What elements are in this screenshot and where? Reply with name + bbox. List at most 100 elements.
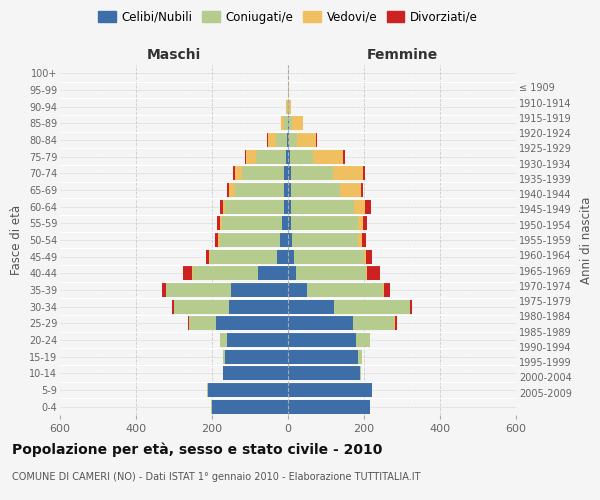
Bar — [245, 150, 246, 164]
Bar — [288, 366, 360, 380]
Bar — [288, 383, 371, 397]
Bar — [288, 183, 291, 197]
Bar — [227, 183, 229, 197]
Bar — [216, 316, 288, 330]
Bar — [281, 116, 284, 130]
Bar — [208, 383, 288, 397]
Bar — [210, 250, 277, 264]
Bar — [313, 150, 343, 164]
Bar — [242, 166, 284, 180]
Bar — [193, 266, 257, 280]
Bar — [289, 133, 297, 147]
Bar — [356, 333, 370, 347]
Bar — [220, 200, 223, 214]
Bar — [288, 233, 292, 247]
Bar — [221, 216, 283, 230]
Bar — [257, 266, 288, 280]
Bar — [288, 166, 291, 180]
Bar — [290, 150, 313, 164]
Bar — [364, 250, 366, 264]
Bar — [354, 200, 365, 214]
Bar — [188, 316, 189, 330]
Bar — [366, 250, 371, 264]
Bar — [360, 366, 361, 380]
Bar — [174, 300, 229, 314]
Bar — [183, 266, 192, 280]
Bar — [246, 150, 256, 164]
Bar — [284, 116, 287, 130]
Bar — [334, 300, 410, 314]
Bar — [162, 283, 166, 297]
Bar — [277, 250, 288, 264]
Bar — [235, 166, 242, 180]
Bar — [209, 250, 210, 264]
Bar — [166, 283, 231, 297]
Bar — [363, 216, 367, 230]
Bar — [286, 150, 288, 164]
Bar — [218, 233, 220, 247]
Bar — [307, 283, 383, 297]
Bar — [291, 183, 340, 197]
Bar — [235, 183, 284, 197]
Bar — [284, 166, 288, 180]
Bar — [292, 233, 358, 247]
Bar — [288, 150, 290, 164]
Bar — [289, 100, 291, 114]
Bar — [231, 283, 288, 297]
Bar — [229, 300, 288, 314]
Bar — [288, 400, 370, 414]
Bar — [288, 316, 353, 330]
Bar — [362, 233, 366, 247]
Bar — [333, 166, 363, 180]
Bar — [284, 183, 288, 197]
Bar — [256, 150, 286, 164]
Bar — [233, 166, 235, 180]
Bar — [288, 250, 294, 264]
Bar — [383, 283, 384, 297]
Bar — [291, 200, 354, 214]
Bar — [288, 116, 289, 130]
Bar — [289, 116, 292, 130]
Bar — [226, 350, 288, 364]
Bar — [284, 200, 288, 214]
Bar — [227, 333, 288, 347]
Bar — [395, 316, 397, 330]
Bar — [291, 216, 358, 230]
Bar — [287, 100, 288, 114]
Bar — [358, 216, 363, 230]
Bar — [223, 366, 288, 380]
Bar — [365, 200, 371, 214]
Bar — [206, 250, 209, 264]
Bar — [220, 216, 221, 230]
Bar — [288, 350, 358, 364]
Bar — [361, 183, 363, 197]
Bar — [223, 350, 226, 364]
Bar — [291, 166, 333, 180]
Bar — [343, 150, 345, 164]
Bar — [363, 166, 365, 180]
Bar — [296, 266, 366, 280]
Bar — [358, 233, 362, 247]
Text: COMUNE DI CAMERI (NO) - Dati ISTAT 1° gennaio 2010 - Elaborazione TUTTITALIA.IT: COMUNE DI CAMERI (NO) - Dati ISTAT 1° ge… — [12, 472, 421, 482]
Bar — [212, 400, 288, 414]
Bar — [294, 250, 364, 264]
Bar — [276, 133, 287, 147]
Y-axis label: Anni di nascita: Anni di nascita — [580, 196, 593, 284]
Bar — [292, 116, 303, 130]
Bar — [172, 300, 173, 314]
Bar — [220, 233, 280, 247]
Bar — [366, 266, 367, 280]
Bar — [268, 133, 276, 147]
Bar — [283, 216, 288, 230]
Bar — [288, 300, 334, 314]
Bar — [217, 216, 220, 230]
Bar — [220, 333, 227, 347]
Bar — [288, 200, 291, 214]
Text: Popolazione per età, sesso e stato civile - 2010: Popolazione per età, sesso e stato civil… — [12, 442, 382, 457]
Bar — [316, 133, 317, 147]
Bar — [288, 333, 356, 347]
Bar — [371, 383, 373, 397]
Bar — [211, 400, 212, 414]
Text: Femmine: Femmine — [367, 48, 437, 62]
Bar — [288, 216, 291, 230]
